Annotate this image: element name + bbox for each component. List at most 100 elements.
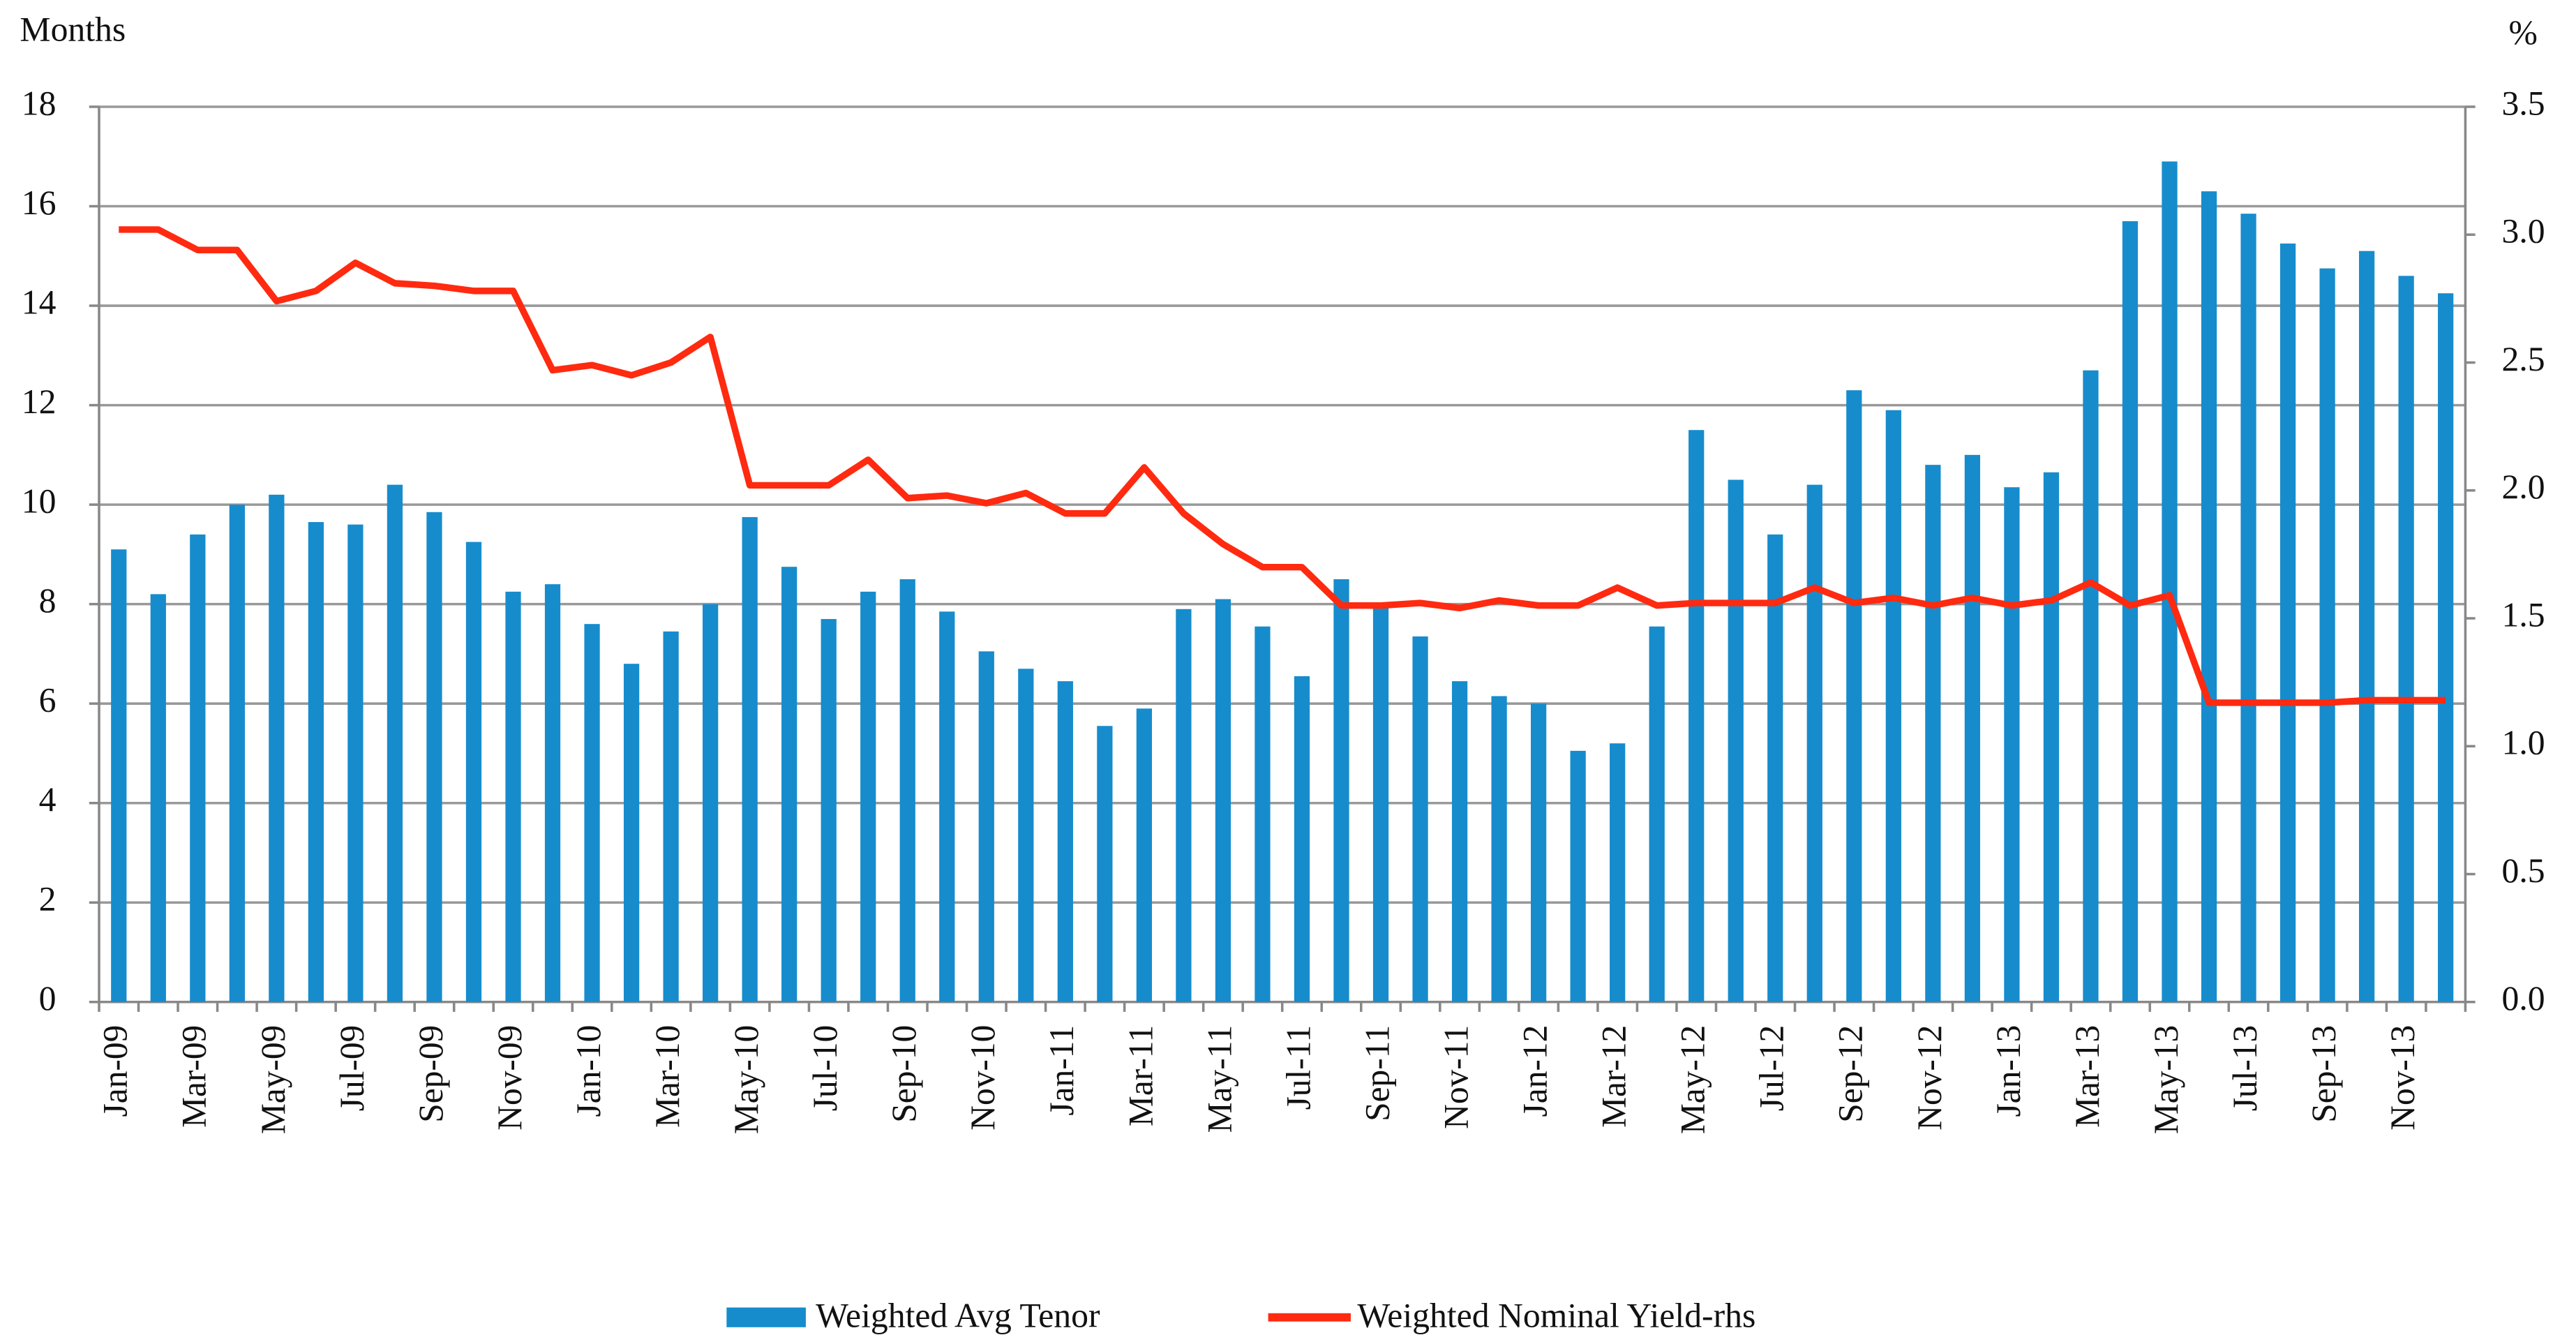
bar <box>939 611 955 1002</box>
bar <box>308 522 324 1002</box>
bar <box>426 512 442 1002</box>
bar <box>1570 750 1586 1002</box>
y2-tick-label: 2.5 <box>2502 340 2545 378</box>
y-tick-label: 2 <box>39 880 57 918</box>
bar <box>1057 681 1073 1002</box>
y-tick-label: 12 <box>22 382 57 421</box>
bar <box>702 604 719 1002</box>
x-tick-label: Mar-10 <box>648 1025 687 1128</box>
bar <box>1294 676 1310 1002</box>
x-tick-label: Mar-12 <box>1594 1025 1633 1128</box>
y2-tick-label: 2.0 <box>2502 468 2545 506</box>
x-tick-label: Mar-11 <box>1121 1025 1160 1126</box>
bar <box>150 594 166 1002</box>
x-tick-label: Jul-10 <box>806 1025 844 1112</box>
x-tick-label: Jan-12 <box>1515 1025 1554 1117</box>
bar <box>1688 430 1705 1002</box>
bar <box>1136 708 1153 1002</box>
bar <box>1255 626 1271 1002</box>
bar <box>111 549 127 1002</box>
x-tick-label: Nov-11 <box>1437 1025 1475 1129</box>
bar <box>544 584 561 1002</box>
x-tick-label: Jan-13 <box>1989 1025 2028 1117</box>
bar <box>505 591 521 1002</box>
bar <box>2438 293 2454 1002</box>
x-tick-label: Sep-11 <box>1358 1025 1396 1121</box>
y2-tick-label: 3.0 <box>2502 212 2545 251</box>
x-tick-label: Nov-12 <box>1910 1025 1949 1131</box>
y-tick-label: 0 <box>39 979 57 1017</box>
bar <box>1925 465 1941 1002</box>
bar <box>742 516 758 1002</box>
bar <box>269 494 285 1002</box>
y2-tick-label: 1.5 <box>2502 595 2545 634</box>
y2-tick-label: 3.5 <box>2502 84 2545 122</box>
bar <box>190 534 206 1002</box>
bar <box>663 631 679 1002</box>
bar <box>2279 243 2296 1002</box>
bar <box>1610 743 1626 1002</box>
x-tick-label: May-13 <box>2147 1025 2185 1134</box>
bar <box>2162 161 2178 1002</box>
bar <box>1176 609 1192 1002</box>
bar <box>229 505 245 1002</box>
bar <box>1728 479 1744 1002</box>
y-tick-label: 10 <box>22 482 57 521</box>
bar <box>2201 191 2217 1002</box>
bar <box>978 651 994 1002</box>
y-tick-label: 14 <box>22 283 57 322</box>
bar <box>1530 703 1547 1002</box>
bar <box>781 567 797 1002</box>
bar <box>2043 472 2060 1002</box>
x-tick-label: Sep-12 <box>1832 1025 1870 1123</box>
bar <box>623 664 640 1002</box>
bar <box>1215 599 1231 1002</box>
bar <box>1491 696 1507 1002</box>
bar <box>347 524 364 1002</box>
bar <box>860 591 876 1002</box>
x-tick-label: Jul-13 <box>2226 1025 2264 1112</box>
bar <box>1451 681 1468 1002</box>
bar <box>1372 604 1389 1002</box>
y-tick-label: 4 <box>39 780 57 819</box>
bar <box>2122 221 2139 1002</box>
bar <box>821 619 837 1002</box>
x-tick-label: Jan-09 <box>96 1025 135 1117</box>
legend-label: Weighted Nominal Yield-rhs <box>1357 1297 1755 1335</box>
bar <box>1097 726 1113 1002</box>
left-axis-label: Months <box>20 10 126 49</box>
x-tick-label: May-10 <box>727 1025 765 1134</box>
x-tick-label: Sep-10 <box>885 1025 923 1123</box>
x-tick-label: May-12 <box>1674 1025 1712 1134</box>
bar <box>1333 579 1349 1002</box>
y-tick-label: 6 <box>39 681 57 720</box>
bar <box>1767 534 1783 1002</box>
bar <box>465 542 482 1002</box>
x-tick-label: Nov-09 <box>491 1025 529 1131</box>
y-tick-label: 8 <box>39 581 57 620</box>
x-tick-label: Sep-09 <box>412 1025 450 1123</box>
y-tick-label: 18 <box>22 84 57 122</box>
y2-tick-label: 0.0 <box>2502 979 2545 1017</box>
bar <box>1806 484 1822 1002</box>
x-tick-label: Nov-10 <box>964 1025 1002 1131</box>
bar <box>2004 487 2020 1002</box>
x-tick-label: Jul-11 <box>1279 1025 1317 1110</box>
bar <box>1649 626 1665 1002</box>
bar <box>1018 669 1034 1002</box>
bar <box>1885 410 1901 1002</box>
x-tick-label: Sep-13 <box>2305 1025 2343 1123</box>
bar <box>387 484 403 1002</box>
bar <box>584 624 600 1002</box>
right-axis-label: % <box>2509 13 2538 52</box>
y-tick-label: 16 <box>22 184 57 222</box>
x-tick-label: Nov-13 <box>2383 1025 2422 1131</box>
bar <box>2398 276 2414 1002</box>
bar <box>899 579 915 1002</box>
bar <box>2359 251 2375 1002</box>
y2-tick-label: 1.0 <box>2502 724 2545 762</box>
line <box>119 226 2446 706</box>
x-tick-label: Jul-12 <box>1753 1025 1791 1112</box>
